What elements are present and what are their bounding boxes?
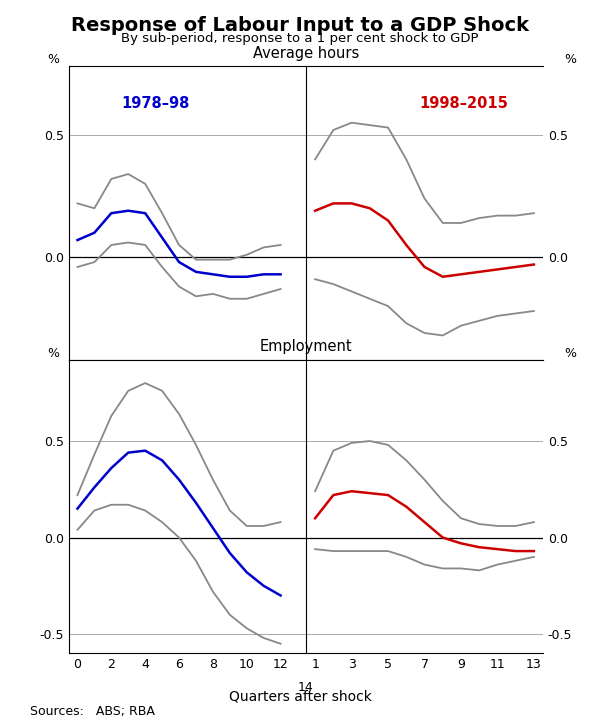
Text: 1998–2015: 1998–2015 [420,96,509,110]
Text: Response of Labour Input to a GDP Shock: Response of Labour Input to a GDP Shock [71,16,529,35]
Text: 1978–98: 1978–98 [121,96,190,110]
Text: By sub-period, response to a 1 per cent shock to GDP: By sub-period, response to a 1 per cent … [121,32,479,45]
Text: Employment: Employment [260,339,352,354]
Text: %: % [47,53,59,66]
Text: Quarters after shock: Quarters after shock [229,690,371,704]
Text: %: % [565,53,577,66]
Text: Average hours: Average hours [253,45,359,61]
Text: %: % [47,347,59,360]
Text: %: % [565,347,577,360]
Text: Sources:   ABS; RBA: Sources: ABS; RBA [30,705,155,718]
Text: 14: 14 [298,681,314,694]
